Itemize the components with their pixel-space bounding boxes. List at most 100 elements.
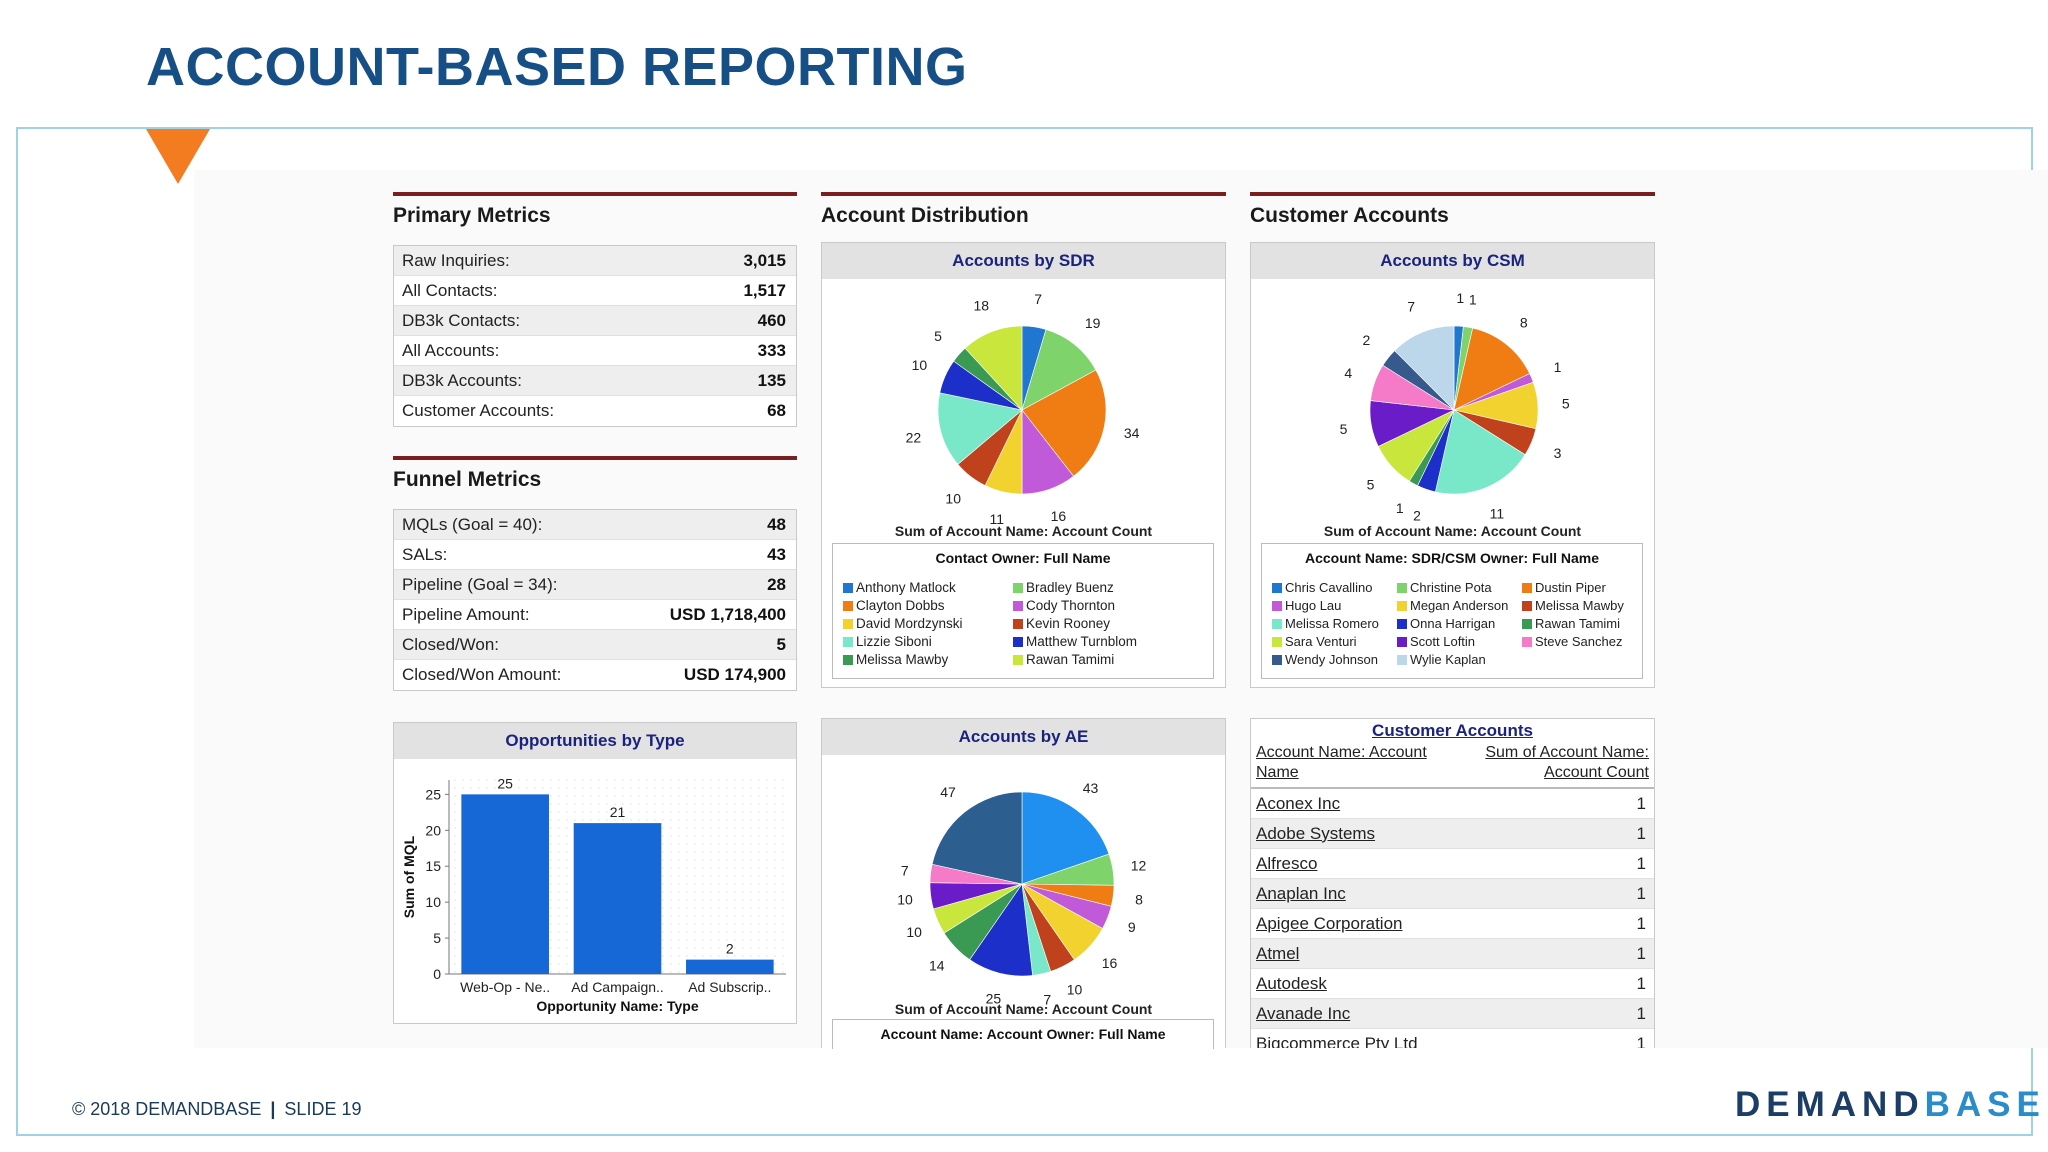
grid-dot [686,787,688,789]
grid-dot [766,931,768,933]
grid-dot [662,883,664,885]
legend-swatch [843,636,853,647]
grid-dot [686,819,688,821]
pie-slice-label: 7 [1043,991,1051,1006]
grid-dot [734,939,736,941]
grid-dot [638,787,640,789]
pie-slice[interactable] [1021,791,1110,885]
grid-dot [678,923,680,925]
legend-label: Bradley Buenz [1026,580,1114,595]
grid-dot [678,819,680,821]
legend-swatch [1397,600,1407,611]
grid-dot [510,779,512,781]
bar[interactable] [573,823,662,974]
pie-slice-label: 9 [1128,919,1136,935]
account-name-link[interactable]: Apigee Corporation [1256,913,1403,933]
grid-dot [742,859,744,861]
pie-slice[interactable] [969,883,1033,977]
legend-label: Melissa Mawby [1535,598,1624,613]
grid-dot [726,875,728,877]
column-header-account-name[interactable]: Account Name: Account Name [1256,744,1427,781]
account-name-link[interactable]: Aconex Inc [1256,793,1341,813]
grid-dot [462,779,464,781]
grid-dot [670,963,672,965]
grid-dot [766,883,768,885]
grid-dot [710,827,712,829]
pie-slice-label: 10 [1067,982,1083,998]
grid-dot [710,803,712,805]
legend-swatch [1522,636,1532,647]
metric-value: 333 [757,340,786,360]
grid-dot [758,811,760,813]
legend-label: Clayton Dobbs [856,598,945,613]
pie-slice[interactable] [964,325,1023,411]
legend-label: Megan Anderson [1410,598,1509,613]
grid-dot [766,875,768,877]
grid-dot [550,795,552,797]
opportunities-by-type-title: Opportunities by Type [394,723,796,759]
column-header-account-count[interactable]: Sum of Account Name: Account Count [1485,744,1649,781]
grid-dot [718,955,720,957]
legend-label: Wendy Johnson [1285,652,1378,667]
grid-dot [726,931,728,933]
pie-slice[interactable] [1394,325,1455,411]
customer-accounts-table-header: Account Name: Account Name Sum of Accoun… [1251,741,1654,789]
account-name-link[interactable]: Alfresco [1256,853,1318,873]
legend-swatch [1272,600,1282,611]
grid-dot [670,827,672,829]
legend-swatch [1522,582,1532,593]
grid-dot [686,859,688,861]
pie-slice[interactable] [1021,329,1097,411]
grid-dot [782,811,784,813]
legend-label: Dustin Piper [1535,580,1606,595]
legend-item: Christine Pota [1397,580,1522,595]
account-name-link[interactable]: Autodesk [1256,973,1327,993]
pie-slice[interactable] [937,392,1023,465]
accounts-by-ae-title: Accounts by AE [822,719,1225,755]
grid-dot [670,883,672,885]
grid-dot [726,883,728,885]
legend-swatch [1522,618,1532,629]
grid-dot [750,923,752,925]
grid-dot [614,811,616,813]
grid-dot [622,811,624,813]
grid-dot [662,915,664,917]
grid-dot [566,955,568,957]
pie-slice[interactable] [1453,327,1531,411]
legend-item: Rawan Tamimi [1522,616,1647,631]
funnel-metric-row: Pipeline (Goal = 34): 28 [394,570,796,600]
y-tick-label: 15 [425,858,441,874]
grid-dot [630,779,632,781]
grid-dot [782,835,784,837]
account-name-link[interactable]: Avanade Inc [1256,1003,1351,1023]
pie-slice-label: 10 [912,357,928,373]
account-name-link[interactable]: Bigcommerce Pty Ltd [1256,1033,1418,1049]
grid-dot [558,875,560,877]
pie-slice-label: 11 [989,511,1004,527]
account-name-link[interactable]: Atmel [1256,943,1300,963]
grid-dot [710,875,712,877]
legend-item: Rawan Tamimi [1013,652,1203,667]
account-name-link[interactable]: Anaplan Inc [1256,883,1346,903]
pie-slice[interactable] [1434,409,1526,495]
grid-dot [598,803,600,805]
grid-dot [678,875,680,877]
grid-dot [694,811,696,813]
funnel-metrics-heading: Funnel Metrics [393,456,797,492]
grid-dot [750,819,752,821]
grid-dot [670,939,672,941]
pie-slice[interactable] [1021,369,1107,477]
bar[interactable] [686,959,774,974]
pie-slice[interactable] [931,791,1023,885]
bar[interactable] [461,794,549,974]
grid-dot [750,787,752,789]
grid-dot [718,795,720,797]
account-name-link[interactable]: Adobe Systems [1256,823,1376,843]
grid-dot [686,867,688,869]
grid-dot [758,915,760,917]
grid-dot [782,907,784,909]
customer-accounts-table-title[interactable]: Customer Accounts [1372,721,1533,740]
grid-dot [694,899,696,901]
grid-dot [774,939,776,941]
pie-slice-label: 5 [1367,477,1375,493]
